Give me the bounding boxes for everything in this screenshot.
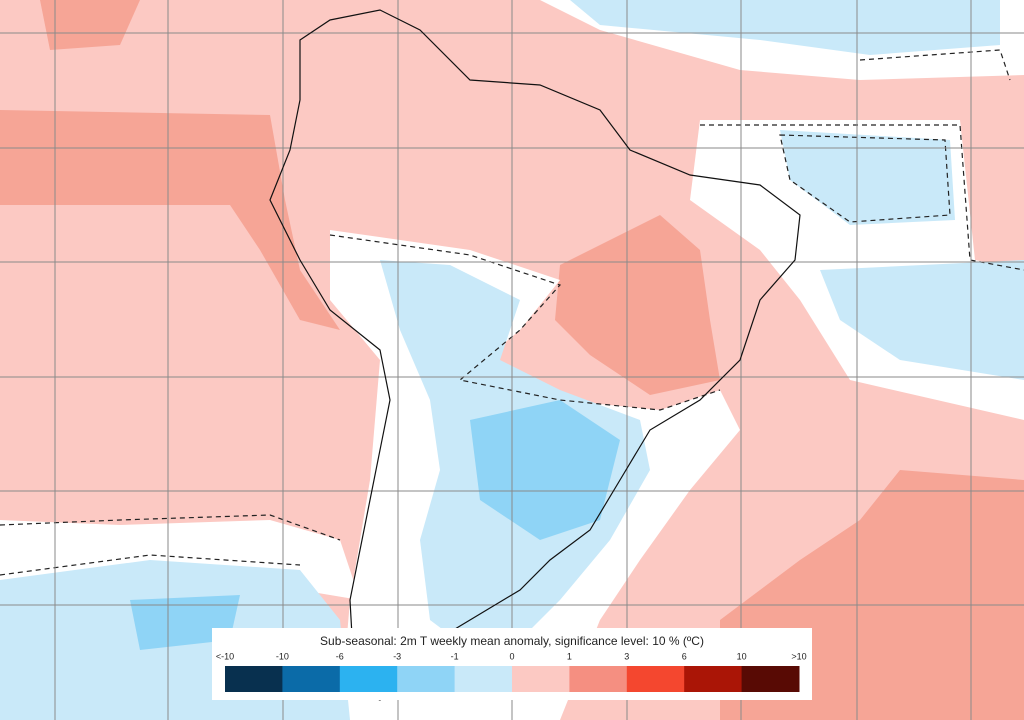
colorbar-swatch bbox=[626, 666, 685, 692]
colorbar-swatch bbox=[339, 666, 398, 692]
colorbar-swatch bbox=[741, 666, 800, 692]
contour bbox=[779, 134, 951, 223]
warm-anomaly-brazil bbox=[555, 215, 720, 395]
colorbar-swatch bbox=[684, 666, 743, 692]
colorbar-label: <-10 bbox=[216, 651, 234, 661]
colorbar-label: >10 bbox=[791, 651, 806, 661]
colorbar-label: -6 bbox=[336, 651, 344, 661]
colorbar-swatch bbox=[397, 666, 456, 692]
significance-contours bbox=[0, 49, 1024, 576]
coastline bbox=[269, 9, 801, 701]
legend: Sub-seasonal: 2m T weekly mean anomaly, … bbox=[212, 628, 812, 700]
colorbar-label: -10 bbox=[276, 651, 289, 661]
contour bbox=[700, 124, 1024, 271]
colorbar-swatch bbox=[225, 666, 283, 692]
cold-anomaly-atlantic-south bbox=[820, 260, 1024, 380]
colorbar-swatch bbox=[282, 666, 341, 692]
colorbar-label: 6 bbox=[682, 651, 687, 661]
warm-anomaly-pacific bbox=[0, 110, 340, 330]
cold-anomaly-core bbox=[470, 400, 620, 540]
colorbar-swatch bbox=[454, 666, 513, 692]
colorbar-swatch bbox=[569, 666, 628, 692]
cold-anomaly-atlantic bbox=[780, 130, 955, 225]
colorbar-label: 0 bbox=[509, 651, 514, 661]
legend-title: Sub-seasonal: 2m T weekly mean anomaly, … bbox=[320, 634, 704, 648]
contour bbox=[0, 514, 341, 541]
colorbar-label: 3 bbox=[624, 651, 629, 661]
cold-anomaly-north bbox=[570, 0, 1000, 55]
contour bbox=[859, 49, 1011, 81]
contour bbox=[329, 234, 721, 411]
colorbar-label: 10 bbox=[737, 651, 747, 661]
colorbar-label: 1 bbox=[567, 651, 572, 661]
warm-anomaly-north bbox=[40, 0, 140, 50]
colorbar-swatch bbox=[512, 666, 570, 692]
colorbar-label: -3 bbox=[393, 651, 401, 661]
colorbar-label: -1 bbox=[451, 651, 459, 661]
